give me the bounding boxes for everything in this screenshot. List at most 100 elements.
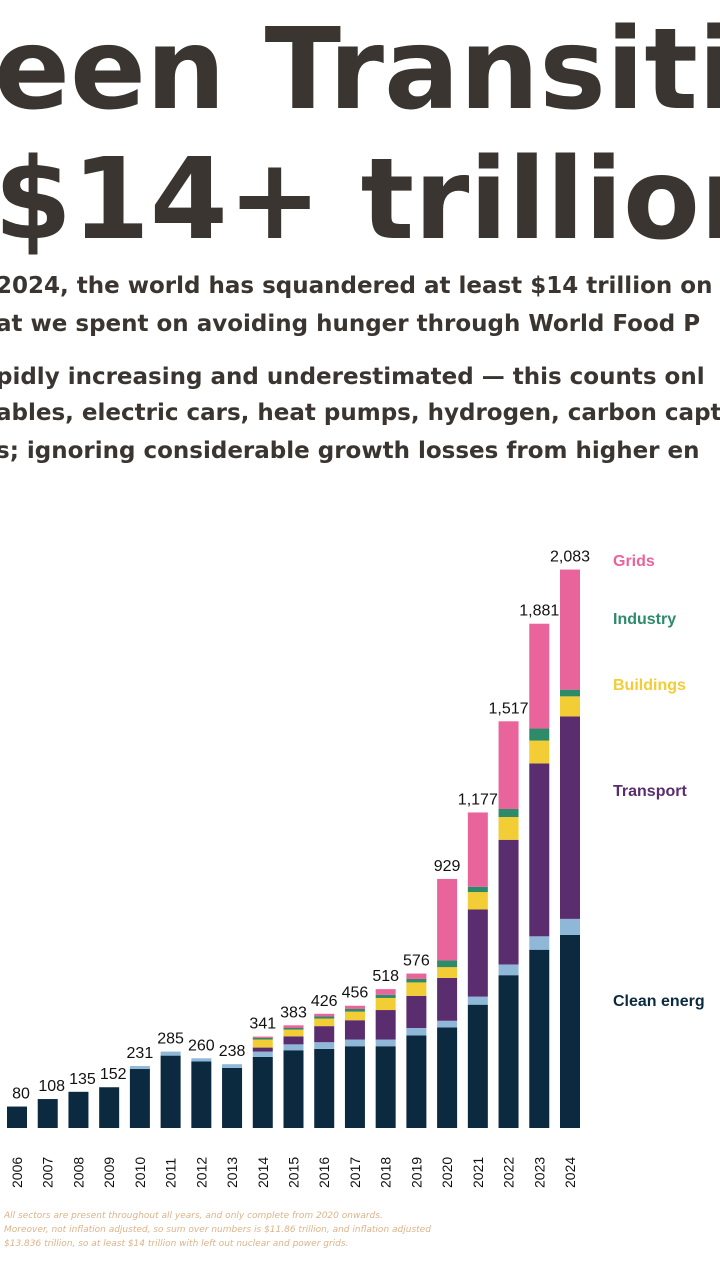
x-tick-label: 2012	[193, 1157, 209, 1188]
bar-segment	[498, 964, 519, 976]
bar-segment	[406, 973, 427, 979]
bar-segment	[283, 1044, 304, 1051]
bar-segment	[344, 1046, 365, 1128]
bar-segment	[283, 1025, 304, 1029]
total-label: 426	[311, 993, 338, 1010]
subtitle-line: 2024, the world has squandered at least …	[0, 273, 712, 299]
bar-segment	[560, 689, 580, 697]
x-tick-label: 2016	[316, 1157, 332, 1188]
bar-segment	[191, 1061, 212, 1128]
x-tick-label: 2015	[286, 1157, 302, 1188]
bar-segment	[467, 1004, 488, 1128]
subtitle-line: pidly increasing and underestimated — th…	[0, 364, 705, 390]
bar-segment	[37, 1099, 58, 1128]
bar-segment	[222, 1064, 243, 1068]
bar-segment	[498, 721, 519, 809]
bar-segment	[467, 996, 488, 1005]
bar-segment	[529, 936, 550, 950]
bar-segment	[99, 1087, 120, 1128]
bar-segment	[283, 1050, 304, 1128]
footnote: All sectors are present throughout all y…	[3, 1211, 383, 1221]
bar-segment	[252, 1047, 273, 1052]
total-label: 152	[100, 1066, 127, 1083]
bar-segment	[68, 1091, 89, 1128]
bar-segment	[529, 740, 550, 764]
bar-segment	[437, 960, 458, 968]
x-tick-label: 2008	[70, 1157, 86, 1188]
x-tick-label: 2018	[378, 1157, 394, 1188]
bar-segment	[375, 989, 396, 995]
bar-segment	[252, 1037, 273, 1040]
x-tick-label: 2021	[470, 1157, 486, 1188]
bar-segment	[283, 1036, 304, 1045]
total-label: 2,083	[550, 549, 590, 566]
bar-segment	[252, 1051, 273, 1057]
x-tick-label: 2011	[163, 1158, 179, 1188]
bar-segment	[344, 1011, 365, 1021]
total-label: 260	[188, 1037, 215, 1054]
bar-segment	[7, 1106, 27, 1128]
title-line: $14+ trillion	[0, 135, 720, 265]
subtitle-line: at we spent on avoiding hunger through W…	[0, 311, 700, 337]
total-label: 383	[280, 1004, 307, 1021]
bar-segment	[252, 1039, 273, 1048]
bar-segment	[375, 1039, 396, 1047]
bar-segment	[467, 886, 488, 893]
bar-segment	[467, 892, 488, 910]
bar-segment	[314, 1026, 335, 1043]
footnote: Moreover, not inflation adjusted, so sum…	[4, 1225, 431, 1235]
total-label: 1,177	[458, 791, 498, 808]
subtitle-line: ables, electric cars, heat pumps, hydrog…	[0, 400, 720, 426]
bar-segment	[529, 623, 550, 729]
bar-segment	[252, 1036, 273, 1038]
x-tick-label: 2006	[9, 1157, 25, 1188]
total-label: 456	[342, 985, 369, 1002]
bar-segment	[560, 918, 580, 935]
total-label: 576	[403, 953, 430, 970]
bar-segment	[406, 982, 427, 996]
bar-segment	[560, 716, 580, 919]
bar-segment	[344, 1008, 365, 1012]
x-tick-label: 2019	[408, 1157, 424, 1188]
total-label: 135	[69, 1071, 96, 1088]
bar-segment	[529, 949, 550, 1128]
x-tick-label: 2007	[40, 1157, 56, 1188]
legend-label: Transport	[613, 783, 687, 800]
bar-segment	[406, 1035, 427, 1128]
bar-segment	[344, 1039, 365, 1047]
bar-segment	[191, 1058, 212, 1062]
total-label: 231	[127, 1045, 154, 1062]
x-tick-label: 2024	[562, 1157, 578, 1188]
footnote: $13.836 trillion, so at least $14 trilli…	[4, 1239, 348, 1249]
bar-segment	[437, 878, 458, 961]
bar-segment	[375, 1046, 396, 1128]
bar-segment	[129, 1066, 150, 1070]
bar-segment	[344, 1005, 365, 1009]
subtitle-line: s; ignoring considerable growth losses f…	[0, 438, 700, 464]
legend-label: Buildings	[613, 677, 686, 694]
total-label: 80	[12, 1086, 30, 1103]
bar-segment	[314, 1048, 335, 1128]
bar-segment	[437, 1027, 458, 1128]
bar-segment	[375, 1010, 396, 1040]
legend-label: Clean energ	[613, 993, 705, 1010]
bar-segment	[283, 1029, 304, 1037]
total-label: 1,881	[519, 603, 559, 620]
bar-segment	[467, 909, 488, 997]
bar-segment	[283, 1028, 304, 1030]
bar-segment	[437, 967, 458, 978]
bar-segment	[314, 1013, 335, 1017]
x-tick-label: 2013	[224, 1157, 240, 1188]
total-label: 108	[38, 1078, 65, 1095]
bar-segment	[437, 977, 458, 1021]
bar-segment	[467, 812, 488, 887]
bar-segment	[498, 808, 519, 818]
bar-segment	[560, 696, 580, 717]
total-label: 341	[249, 1016, 276, 1033]
bar-segment	[560, 569, 580, 690]
bar-segment	[252, 1056, 273, 1128]
bar-segment	[406, 1028, 427, 1036]
bar-segment	[129, 1069, 150, 1128]
x-tick-label: 2017	[347, 1157, 363, 1188]
